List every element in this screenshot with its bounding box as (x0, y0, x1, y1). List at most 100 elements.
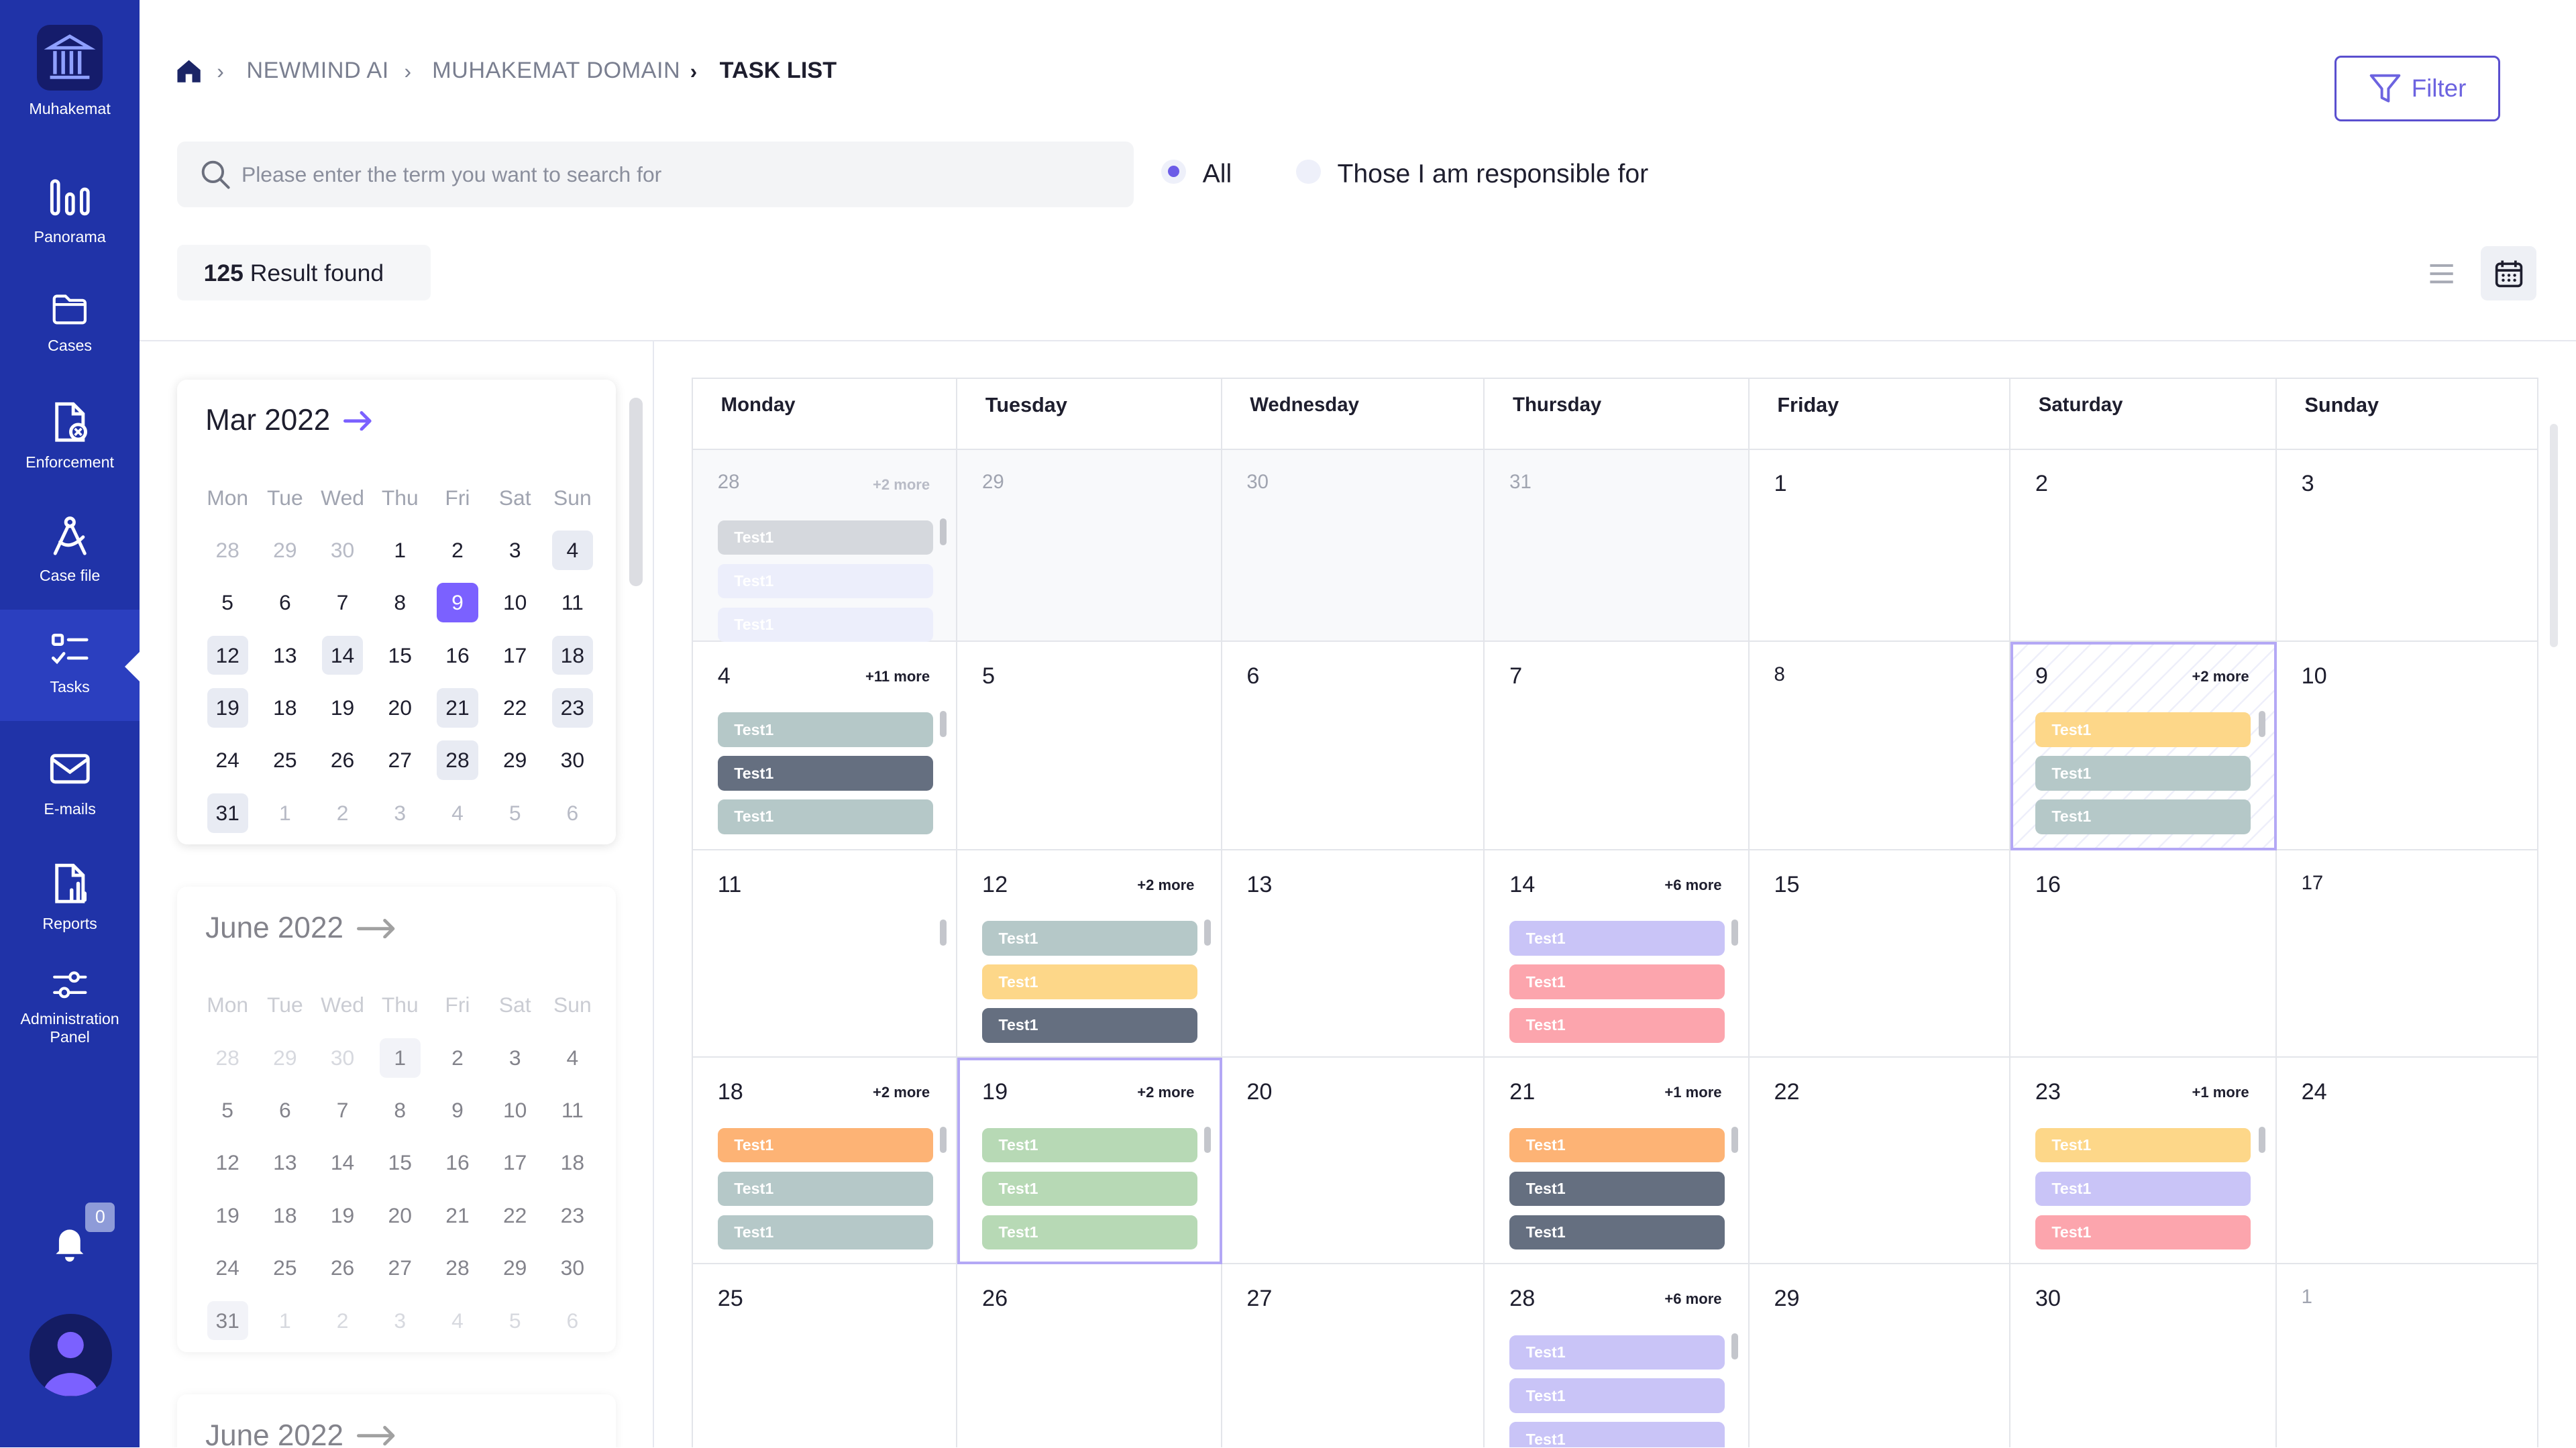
more-tasks-link[interactable]: +2 more (2192, 668, 2249, 685)
task-chip[interactable]: Test1 (717, 1171, 933, 1207)
filter-responsible-radio[interactable] (1296, 159, 1321, 184)
mini-calendar-day[interactable]: 3 (486, 1038, 544, 1078)
mini-calendar-day[interactable]: 27 (371, 740, 429, 780)
task-chip[interactable]: Test1 (2035, 756, 2251, 791)
cell-scrollbar[interactable] (2259, 710, 2266, 738)
calendar-day-cell[interactable]: 12 +2 more Test1 Test1 Test1 (957, 850, 1222, 1058)
mini-calendar-day[interactable]: 30 (314, 531, 372, 570)
calendar-day-cell[interactable]: 8 (1749, 642, 2011, 851)
calendar-day-cell[interactable]: 23 +1 more Test1 Test1 Test1 (2010, 1057, 2277, 1265)
more-tasks-link[interactable]: +6 more (1664, 877, 1722, 894)
mini-calendar-day[interactable]: 22 (486, 1196, 544, 1235)
mini-calendar-day[interactable]: 28 (429, 740, 486, 781)
mini-calendar-day[interactable]: 24 (199, 1248, 256, 1288)
mini-calendar-day[interactable]: 2 (314, 793, 372, 833)
calendar-day-cell[interactable]: 5 (957, 642, 1222, 851)
mini-calendar-day-selected[interactable]: 9 (429, 583, 486, 623)
calendar-day-cell[interactable]: 28 +2 more Test1 Test1 Test1 (693, 449, 958, 643)
more-tasks-link[interactable]: +2 more (1137, 1083, 1195, 1101)
calendar-day-cell[interactable]: 13 (1222, 850, 1485, 1058)
mini-calendar-day[interactable]: 23 (544, 1196, 602, 1235)
mini-calendar-day[interactable]: 4 (544, 1038, 602, 1078)
mini-calendar-day[interactable]: 25 (256, 740, 314, 780)
cell-scrollbar[interactable] (1204, 919, 1211, 946)
task-chip[interactable]: Test1 (982, 1215, 1197, 1250)
arrow-right-icon[interactable] (356, 1426, 396, 1446)
search-input[interactable]: Please enter the term you want to search… (177, 141, 1134, 207)
mini-calendar-day[interactable]: 12 (199, 1143, 256, 1182)
mini-calendar-day[interactable]: 21 (429, 1196, 486, 1235)
mini-calendar-day[interactable]: 31 (199, 1300, 256, 1341)
mini-calendar-day[interactable]: 17 (486, 1143, 544, 1182)
mini-calendar-day[interactable]: 30 (314, 1038, 372, 1078)
calendar-day-cell[interactable]: 1 (1749, 449, 2011, 643)
arrow-right-icon[interactable] (356, 918, 396, 938)
task-chip[interactable]: Test1 (717, 563, 933, 599)
calendar-day-cell[interactable]: 16 (2010, 850, 2277, 1058)
mini-calendar-day[interactable]: 13 (256, 636, 314, 675)
mini-calendar-day[interactable]: 4 (429, 793, 486, 833)
calendar-day-cell[interactable]: 18 +2 more Test1 Test1 Test1 (693, 1057, 958, 1265)
mini-calendar-day[interactable]: 11 (544, 583, 602, 622)
task-chip[interactable]: Test1 (2035, 712, 2251, 747)
sidebar-item-reports[interactable]: Reports (0, 860, 140, 933)
mini-calendar-day[interactable]: 2 (429, 531, 486, 570)
mini-calendar-day[interactable]: 1 (256, 1301, 314, 1341)
mini-calendar-day[interactable]: 24 (199, 740, 256, 780)
cell-scrollbar[interactable] (939, 919, 947, 946)
mini-calendar-day[interactable]: 19 (314, 1196, 372, 1235)
more-tasks-link[interactable]: +2 more (873, 1083, 930, 1101)
mini-calendar-day[interactable]: 28 (429, 1248, 486, 1288)
mini-calendar-day[interactable]: 19 (314, 688, 372, 728)
mini-calendar-day[interactable]: 30 (544, 1248, 602, 1288)
task-chip[interactable]: Test1 (982, 964, 1197, 999)
mini-calendar-day[interactable]: 18 (544, 1143, 602, 1182)
task-chip[interactable]: Test1 (1509, 1127, 1725, 1163)
calendar-day-cell[interactable]: 30 (1222, 449, 1485, 643)
mini-calendar-day[interactable]: 5 (199, 583, 256, 622)
mini-calendar-day[interactable]: 8 (371, 1091, 429, 1130)
calendar-scrollbar[interactable] (2549, 423, 2559, 647)
calendar-day-cell[interactable]: 4 +11 more Test1 Test1 Test1 (693, 642, 958, 851)
task-chip[interactable]: Test1 (1509, 964, 1725, 999)
more-tasks-link[interactable]: +2 more (873, 476, 930, 493)
mini-calendar-day[interactable]: 2 (429, 1038, 486, 1078)
mini-calendar-day[interactable]: 10 (486, 583, 544, 622)
task-chip[interactable]: Test1 (1509, 1378, 1725, 1413)
task-chip[interactable]: Test1 (1509, 921, 1725, 956)
calendar-day-cell[interactable]: 6 (1222, 642, 1485, 851)
sidebar-item-case-file[interactable]: Case file (0, 512, 140, 585)
calendar-view-button[interactable] (2480, 246, 2537, 301)
mini-calendar-day[interactable]: 8 (371, 583, 429, 622)
more-tasks-link[interactable]: +1 more (1664, 1083, 1722, 1101)
task-chip[interactable]: Test1 (1509, 1422, 1725, 1447)
mini-calendar-day[interactable]: 6 (544, 1301, 602, 1341)
cell-scrollbar[interactable] (1731, 919, 1739, 946)
arrow-right-icon[interactable] (343, 410, 373, 431)
mini-calendar-day[interactable]: 26 (314, 740, 372, 780)
task-chip[interactable]: Test1 (717, 1215, 933, 1250)
calendar-day-cell[interactable]: 22 (1749, 1057, 2011, 1265)
calendar-day-cell[interactable]: 25 (693, 1264, 958, 1447)
mini-calendar-day[interactable]: 19 (199, 1196, 256, 1235)
mini-calendar-day[interactable]: 28 (199, 1038, 256, 1078)
more-tasks-link[interactable]: +1 more (2192, 1083, 2249, 1101)
filter-all-label[interactable]: All (1202, 159, 1232, 188)
calendar-day-cell[interactable]: 24 (2276, 1057, 2537, 1265)
cell-scrollbar[interactable] (1204, 1126, 1211, 1153)
calendar-day-cell[interactable]: 30 (2010, 1264, 2277, 1447)
task-chip[interactable]: Test1 (982, 1008, 1197, 1043)
breadcrumb-item[interactable]: NEWMIND AI (246, 57, 389, 83)
calendar-day-cell[interactable]: 11 (693, 850, 958, 1058)
task-chip[interactable]: Test1 (2035, 1171, 2251, 1207)
mini-calendar-day[interactable]: 15 (371, 636, 429, 675)
mini-calendar-day[interactable]: 23 (544, 688, 602, 728)
task-chip[interactable]: Test1 (2035, 799, 2251, 834)
mini-calendar-day[interactable]: 1 (256, 793, 314, 833)
more-tasks-link[interactable]: +11 more (865, 668, 930, 685)
sidebar-item-emails[interactable]: E-mails (0, 746, 140, 818)
task-chip[interactable]: Test1 (717, 607, 933, 643)
mini-calendar-day[interactable]: 28 (199, 531, 256, 570)
task-chip[interactable]: Test1 (1509, 1215, 1725, 1250)
list-view-button[interactable] (2414, 246, 2469, 300)
